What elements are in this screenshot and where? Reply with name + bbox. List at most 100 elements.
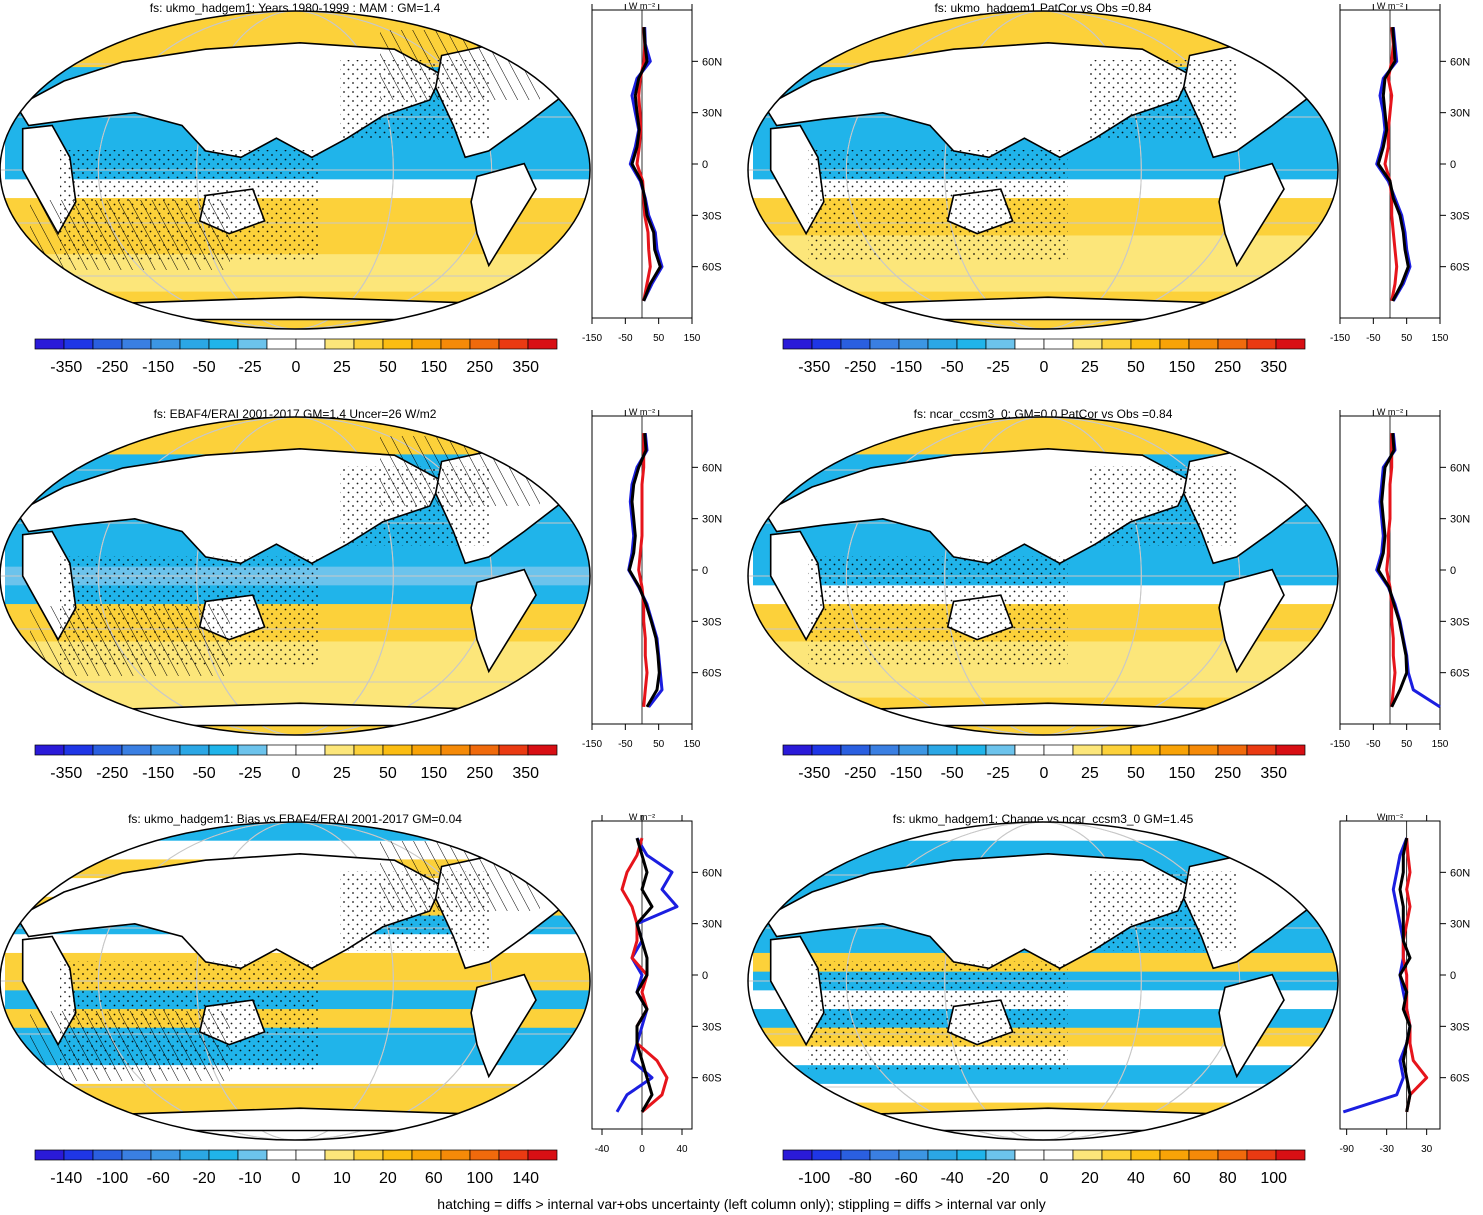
colorbar-swatch [927, 744, 958, 756]
colorbar-tick-label: 100 [1260, 1170, 1287, 1187]
profile-lat-label: 60N [1450, 867, 1470, 879]
profile-units: W m⁻² [1377, 812, 1403, 822]
zonal-profile: W m⁻² -90 -30 30 60N 30N 0 30S 60S [1339, 812, 1470, 1155]
hatching [30, 606, 230, 676]
profile-lat-label: 30S [1450, 616, 1470, 628]
colorbar-swatch [1188, 1149, 1219, 1161]
colorbar-swatch [1101, 1149, 1132, 1161]
profile-xtick-label: 150 [684, 739, 701, 750]
field-band [5, 417, 590, 437]
colorbar-swatch [1014, 1149, 1045, 1161]
colorbar: -350 -250 -150 -50 -25 0 25 50 150 250 350 [782, 338, 1306, 376]
colorbar-swatch [63, 744, 94, 756]
panel-1: fs: ukmo_hadgem1: Years 1980-1999 : MAM … [0, 1, 722, 376]
colorbar-tick-label: 20 [379, 1170, 397, 1187]
colorbar-swatch [150, 338, 181, 350]
profile-lat-label: 60N [702, 462, 722, 474]
profile-xtick-label: -50 [1366, 333, 1381, 344]
profile-xtick-label: -50 [1366, 739, 1381, 750]
profile-xtick-label: -30 [1379, 1144, 1394, 1155]
colorbar-tick-label: -350 [798, 359, 830, 376]
profile-xtick-label: -50 [618, 333, 633, 344]
panels: fs: ukmo_hadgem1: Years 1980-1999 : MAM … [0, 1, 1470, 1187]
profile-lat-label: 30S [1450, 210, 1470, 222]
colorbar-tick-label: -150 [890, 359, 922, 376]
colorbar-swatch [440, 744, 471, 756]
colorbar-swatch [956, 338, 987, 350]
colorbar-swatch [440, 1149, 471, 1161]
profile-xtick-label: 40 [676, 1144, 688, 1155]
colorbar-tick-label: 50 [379, 765, 397, 782]
field-band [753, 29, 1338, 50]
colorbar-swatch [1043, 1149, 1074, 1161]
colorbar-tick-label: -140 [50, 1170, 82, 1187]
colorbar-tick-label: 150 [420, 765, 447, 782]
colorbar-swatch [782, 744, 813, 756]
colorbar-tick-label: 350 [512, 359, 539, 376]
colorbar-swatch [811, 338, 842, 350]
colorbar-tick-label: 250 [466, 765, 493, 782]
colorbar-tick-label: 0 [1040, 765, 1049, 782]
colorbar-swatch [324, 338, 355, 350]
field-band [753, 11, 1338, 31]
colorbar-swatch [150, 744, 181, 756]
colorbar-swatch [1043, 338, 1074, 350]
colorbar-swatch [324, 744, 355, 756]
colorbar-swatch [295, 1149, 326, 1161]
colorbar-swatch [1014, 338, 1045, 350]
colorbar-tick-label: -350 [50, 765, 82, 782]
zonal-profile: W m⁻² -150 -50 50 150 60N 30N 0 30S 60S [1330, 407, 1470, 750]
colorbar-tick-label: 0 [1040, 1170, 1049, 1187]
colorbar-swatch [1072, 1149, 1103, 1161]
panel-3: fs: EBAF4/ERAI 2001-2017 GM=1.4 Uncer=26… [0, 407, 722, 782]
panel-5: fs: ukmo_hadgem1: Bias vs EBAF4/ERAI 200… [0, 812, 722, 1187]
profile-lat-label: 30N [1450, 108, 1470, 120]
profile-xtick-label: 150 [1432, 739, 1449, 750]
colorbar-swatch [92, 338, 123, 350]
colorbar-swatch [840, 338, 871, 350]
colorbar-swatch [898, 744, 929, 756]
colorbar-swatch [266, 338, 297, 350]
profile-lat-label: 60N [1450, 462, 1470, 474]
colorbar-swatch [1188, 338, 1219, 350]
colorbar-swatch [1072, 338, 1103, 350]
colorbar-tick-label: -250 [844, 359, 876, 376]
colorbar-tick-label: -250 [96, 359, 128, 376]
colorbar-swatch [1275, 1149, 1306, 1161]
colorbar-tick-label: -150 [890, 765, 922, 782]
colorbar-swatch [1130, 1149, 1161, 1161]
colorbar-swatch [840, 744, 871, 756]
field-band [5, 678, 590, 699]
colorbar: -350 -250 -150 -50 -25 0 25 50 150 250 350 [34, 744, 558, 782]
colorbar-swatch [1072, 744, 1103, 756]
field-band [753, 417, 1338, 437]
profile-lat-label: 30S [702, 616, 722, 628]
profile-xtick-label: 50 [1401, 333, 1413, 344]
colorbar-tick-label: -25 [239, 359, 262, 376]
colorbar-swatch [1246, 1149, 1277, 1161]
colorbar-swatch [498, 744, 529, 756]
colorbar-swatch [208, 744, 239, 756]
profile-total-line [635, 837, 654, 1113]
colorbar-tick-label: -40 [941, 1170, 964, 1187]
colorbar: -350 -250 -150 -50 -25 0 25 50 150 250 350 [782, 744, 1306, 782]
profile-lat-label: 60S [702, 1073, 722, 1085]
profile-lat-label: 30N [702, 108, 722, 120]
profile-xtick-label: 50 [1401, 739, 1413, 750]
map-field [0, 417, 590, 735]
profile-lat-label: 0 [1450, 970, 1456, 982]
colorbar-swatch [411, 1149, 442, 1161]
panel-title: fs: ukmo_hadgem1 PatCor vs Obs =0.84 [934, 1, 1151, 15]
colorbar-swatch [382, 1149, 413, 1161]
panel-2: fs: ukmo_hadgem1 PatCor vs Obs =0.84 -350… [747, 1, 1470, 376]
colorbar-swatch [927, 338, 958, 350]
colorbar-swatch [353, 1149, 384, 1161]
colorbar-swatch [811, 744, 842, 756]
profile-lat-label: 0 [702, 970, 708, 982]
colorbar-swatch [208, 1149, 239, 1161]
profile-lat-label: 60S [1450, 1073, 1470, 1085]
field-band [753, 840, 1338, 861]
colorbar-tick-label: 140 [512, 1170, 539, 1187]
